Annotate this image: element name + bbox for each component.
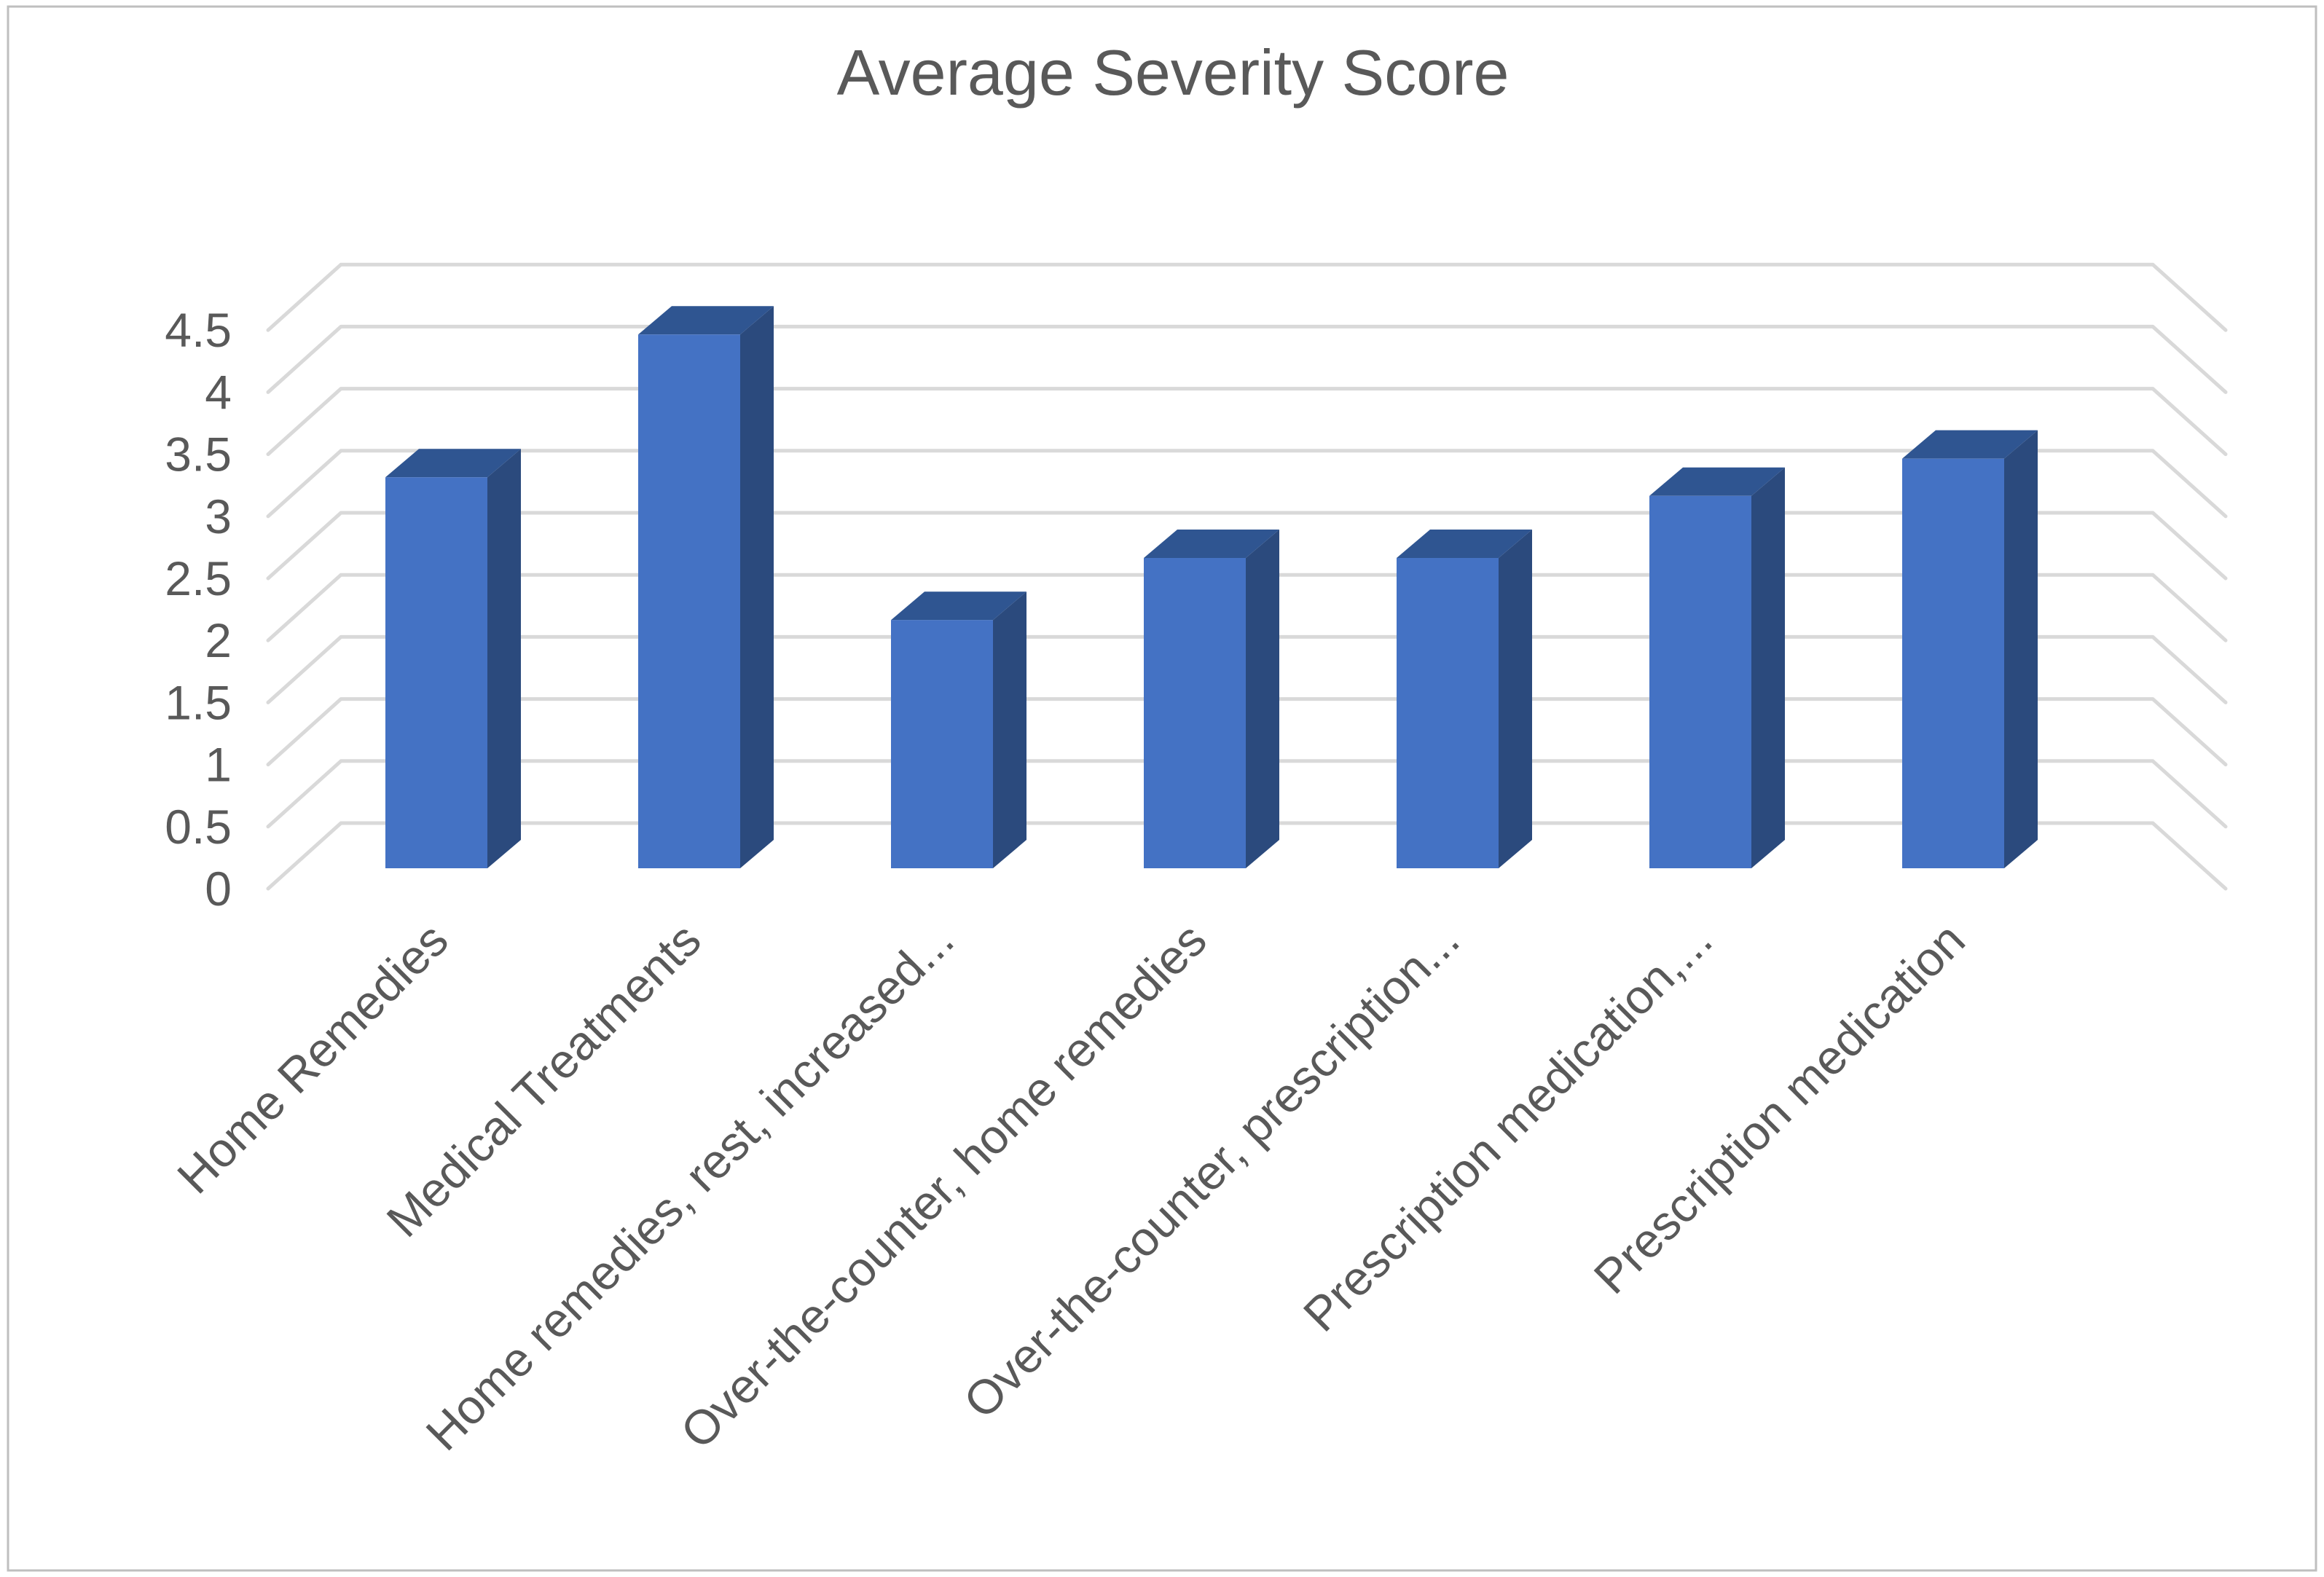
bar-side-face bbox=[2004, 430, 2038, 868]
bar-side-face bbox=[1751, 467, 1785, 868]
y-axis-tick-label: 4.5 bbox=[165, 303, 232, 357]
bar bbox=[891, 591, 1026, 868]
bar-side-face bbox=[1246, 530, 1279, 868]
y-axis-tick-label: 2.5 bbox=[165, 551, 232, 605]
y-axis-tick-label: 4 bbox=[205, 365, 232, 419]
y-axis-tick-label: 0.5 bbox=[165, 800, 232, 854]
bar-top-face bbox=[1397, 530, 1532, 558]
bar-side-face bbox=[1499, 530, 1532, 868]
bar-front-face bbox=[1397, 558, 1499, 868]
x-axis-category-label: Prescription medication,... bbox=[1293, 913, 1722, 1342]
gridline bbox=[266, 262, 2228, 332]
y-axis-tick-label: 3 bbox=[205, 489, 232, 543]
bar-top-face bbox=[891, 591, 1026, 621]
gridline bbox=[266, 387, 2228, 457]
gridline bbox=[266, 324, 2228, 394]
bar-side-face bbox=[740, 306, 774, 868]
bar-top-face bbox=[1902, 430, 2038, 459]
bar bbox=[1144, 530, 1279, 868]
chart-border bbox=[7, 5, 2317, 1572]
y-axis-tick-label: 2 bbox=[205, 613, 232, 667]
x-axis-category-label: Over-the-counter, prescription... bbox=[953, 913, 1469, 1429]
bar-top-face bbox=[385, 449, 521, 478]
bar bbox=[1397, 530, 1532, 868]
bar-top-face bbox=[638, 306, 774, 335]
bar bbox=[638, 306, 774, 868]
bar-side-face bbox=[487, 449, 521, 868]
bar bbox=[385, 449, 521, 868]
y-axis-tick-label: 1 bbox=[205, 738, 232, 792]
bar bbox=[1649, 467, 1785, 868]
bar-front-face bbox=[385, 477, 487, 868]
y-axis-tick-label: 1.5 bbox=[165, 675, 232, 729]
bar-front-face bbox=[891, 620, 993, 868]
chart-title: Average Severity Score bbox=[837, 36, 1510, 109]
bar-front-face bbox=[1902, 458, 2004, 868]
bar-front-face bbox=[638, 334, 740, 868]
y-axis-tick-label: 3.5 bbox=[165, 428, 232, 481]
bar-front-face bbox=[1649, 495, 1751, 868]
gridline bbox=[266, 511, 2228, 581]
x-axis-category-label: Home Remedies bbox=[167, 913, 458, 1204]
bar-top-face bbox=[1144, 530, 1279, 558]
bar-top-face bbox=[1649, 467, 1785, 496]
bar-series-layer bbox=[385, 306, 2038, 868]
x-axis-category-label: Home remedies, rest, increased... bbox=[415, 913, 964, 1461]
bar bbox=[1902, 430, 2038, 868]
gridline bbox=[266, 449, 2228, 519]
y-axis-tick-label: 0 bbox=[205, 862, 232, 916]
x-axis-category-label: Over-the-counter, home remedies bbox=[670, 913, 1217, 1459]
bar-front-face bbox=[1144, 558, 1246, 868]
bar-side-face bbox=[993, 591, 1026, 868]
